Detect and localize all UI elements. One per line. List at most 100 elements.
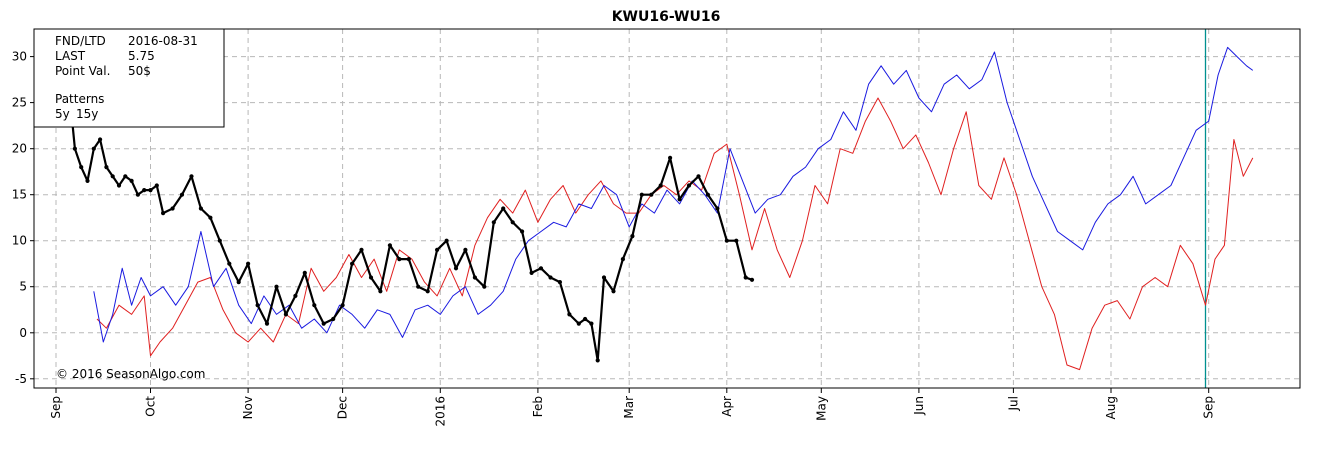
legend-last-label: LAST [55, 49, 86, 63]
y-tick-label-7: 30 [12, 50, 27, 64]
series-point-2-43 [425, 289, 430, 294]
series-point-2-5 [98, 137, 103, 142]
series-point-2-69 [658, 183, 663, 188]
legend-15y: 15y [76, 107, 98, 121]
series-point-2-41 [406, 257, 411, 262]
y-tick-label-2: 5 [19, 280, 27, 294]
series-lines [66, 46, 1254, 371]
series-point-2-17 [179, 192, 185, 197]
axes: -5 0 5 10 15 20 25 30 Sep Oct Nov Dec 2016 Feb Mar Apr M… [12, 50, 1216, 427]
series-point-2-7 [110, 174, 115, 179]
chart-title: KWU16-WU16 [612, 9, 721, 25]
series-point-2-38 [378, 289, 383, 294]
x-tick-label-2: Nov [241, 396, 255, 419]
series-point-2-12 [142, 188, 147, 193]
legend-fnd-value: 2016-08-31 [128, 34, 198, 48]
plot-frame [33, 28, 1301, 389]
series-point-2-21 [217, 238, 222, 243]
x-tick-label-12: Sep [1202, 396, 1216, 419]
series-point-2-67 [639, 192, 644, 197]
series-point-2-23 [236, 280, 241, 285]
legend-point-value: 50$ [128, 64, 151, 78]
series-point-2-15 [161, 211, 166, 216]
series-point-2-45 [444, 238, 449, 243]
series-point-2-40 [397, 257, 402, 262]
x-tick-label-10: Jul [1006, 396, 1020, 411]
series-point-2-49 [482, 284, 487, 289]
series-point-2-39 [387, 243, 392, 248]
series-point-2-55 [538, 266, 544, 271]
series-point-2-26 [264, 321, 270, 326]
series-point-2-59 [576, 321, 581, 326]
series-point-2-8 [116, 183, 122, 188]
series-point-2-31 [312, 303, 317, 308]
series-point-2-68 [649, 192, 654, 197]
x-tick-label-3: Dec [336, 396, 350, 419]
series-point-2-16 [170, 206, 175, 211]
series-point-2-4 [91, 146, 96, 151]
series-point-2-61 [589, 321, 594, 326]
series-point-2-28 [283, 312, 288, 317]
series-point-2-32 [321, 321, 326, 326]
series-point-2-62 [595, 358, 600, 363]
series-line-1 [93, 46, 1254, 343]
x-tick-label-4: 2016 [433, 396, 447, 427]
series-point-2-74 [705, 192, 711, 197]
series-point-2-30 [302, 270, 307, 275]
y-tick-label-0: -5 [15, 372, 27, 386]
series-point-2-79 [749, 277, 755, 282]
x-tick-label-6: Mar [622, 396, 636, 419]
series-point-2-20 [208, 215, 213, 220]
copyright-text: © 2016 SeasonAlgo.com [56, 367, 205, 381]
grid [34, 29, 1300, 388]
series-point-2-52 [510, 220, 515, 225]
series-point-2-36 [359, 247, 364, 252]
series-point-2-53 [520, 229, 525, 234]
series-point-2-63 [601, 275, 607, 280]
series-point-2-9 [123, 174, 128, 179]
legend-box: FND/LTD 2016-08-31 LAST 5.75 Point Val. … [33, 28, 225, 128]
series-point-2-44 [435, 247, 440, 252]
series-point-2-46 [453, 266, 459, 271]
y-tick-label-4: 15 [12, 188, 27, 202]
series-point-2-25 [255, 303, 260, 308]
series-point-2-72 [686, 183, 692, 188]
series-point-2-14 [154, 183, 159, 188]
series-point-2-48 [472, 275, 477, 280]
x-tick-label-8: May [814, 396, 828, 421]
legend-5y: 5y [55, 107, 70, 121]
series-point-2-1 [72, 146, 77, 151]
series-point-2-50 [491, 220, 496, 225]
series-point-2-27 [274, 284, 279, 289]
series-point-2-35 [350, 261, 355, 266]
x-tick-label-5: Feb [531, 396, 545, 417]
y-tick-label-6: 25 [12, 96, 27, 110]
legend-last-value: 5.75 [128, 49, 155, 63]
legend-frame [33, 28, 225, 128]
series-point-2-33 [331, 316, 336, 322]
series-point-2-77 [734, 238, 739, 243]
series-point-2-10 [129, 178, 134, 183]
series-point-2-18 [189, 174, 194, 179]
series-point-2-54 [529, 270, 534, 275]
y-tick-label-3: 10 [12, 234, 27, 248]
series-point-2-58 [567, 312, 572, 317]
series-point-2-2 [79, 165, 84, 170]
series-point-2-11 [135, 192, 140, 197]
legend-patterns-label: Patterns [55, 92, 104, 106]
series-line-0 [96, 97, 1254, 371]
series-point-2-13 [148, 188, 153, 193]
legend-point-value-label: Point Val. [55, 64, 110, 78]
series-point-2-71 [677, 197, 682, 202]
series-point-2-19 [198, 206, 203, 211]
series-point-2-73 [696, 174, 701, 179]
x-tick-label-0: Sep [49, 396, 63, 419]
series-point-2-78 [743, 275, 748, 280]
series-point-2-6 [104, 165, 109, 170]
series-point-2-56 [548, 275, 553, 280]
x-tick-label-9: Jun [912, 396, 926, 416]
series-point-2-51 [501, 206, 506, 211]
y-tick-label-1: 0 [19, 326, 27, 340]
series-point-2-22 [227, 261, 232, 266]
